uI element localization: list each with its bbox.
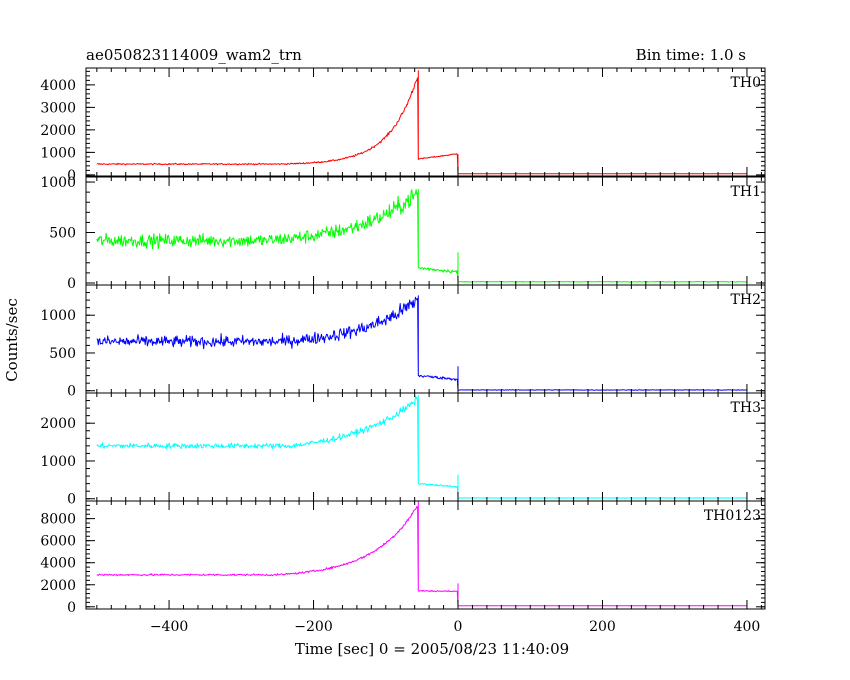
- y-axis-label: Counts/sec: [3, 298, 21, 382]
- y-tick-label: 500: [49, 226, 76, 242]
- x-tick-label: 0: [454, 619, 463, 635]
- y-tick-label: 0: [67, 384, 76, 400]
- x-axis-label: Time [sec] 0 = 2005/08/23 11:40:09: [295, 640, 569, 658]
- panel-label-th0123: TH0123: [704, 508, 761, 524]
- y-tick-label: 1000: [40, 454, 76, 470]
- x-tick-label: 400: [734, 619, 761, 635]
- y-tick-label: 8000: [40, 512, 76, 528]
- y-tick-label: 2000: [40, 416, 76, 432]
- y-tick-label: 0: [67, 276, 76, 292]
- panel-label-th0: TH0: [731, 75, 761, 91]
- series-line-th3: [96, 395, 747, 499]
- panels-group: TH001000200030004000TH105001000TH2050010…: [40, 67, 766, 635]
- x-tick-label: 200: [589, 619, 616, 635]
- chart-title-left: ae050823114009_wam2_trn: [86, 46, 302, 64]
- y-tick-label: 0: [67, 168, 76, 184]
- panel-label-th1: TH1: [731, 184, 761, 200]
- x-tick-label: −400: [150, 619, 188, 635]
- series-line-th1: [96, 188, 748, 283]
- series-line-th0123: [96, 500, 747, 607]
- y-tick-label: 2000: [40, 123, 76, 139]
- y-tick-label: 2000: [40, 578, 76, 594]
- y-tick-label: 500: [49, 346, 76, 362]
- y-tick-label: 1000: [40, 145, 76, 161]
- chart-title-right: Bin time: 1.0 s: [636, 46, 746, 64]
- panel-label-th2: TH2: [731, 292, 761, 308]
- series-line-th0: [96, 70, 747, 175]
- panel-frame-th0: [85, 67, 766, 177]
- y-tick-label: 4000: [40, 556, 76, 572]
- panel-label-th3: TH3: [731, 400, 761, 416]
- y-tick-label: 4000: [40, 78, 76, 94]
- y-tick-label: 0: [67, 492, 76, 508]
- y-tick-label: 1000: [40, 175, 76, 191]
- y-tick-label: 6000: [40, 534, 76, 550]
- y-tick-label: 3000: [40, 100, 76, 116]
- y-tick-label: 0: [67, 600, 76, 616]
- panel-frame-th0123: [85, 500, 766, 610]
- y-tick-label: 1000: [40, 308, 76, 324]
- series-line-th2: [96, 295, 748, 391]
- x-tick-label: −200: [294, 619, 332, 635]
